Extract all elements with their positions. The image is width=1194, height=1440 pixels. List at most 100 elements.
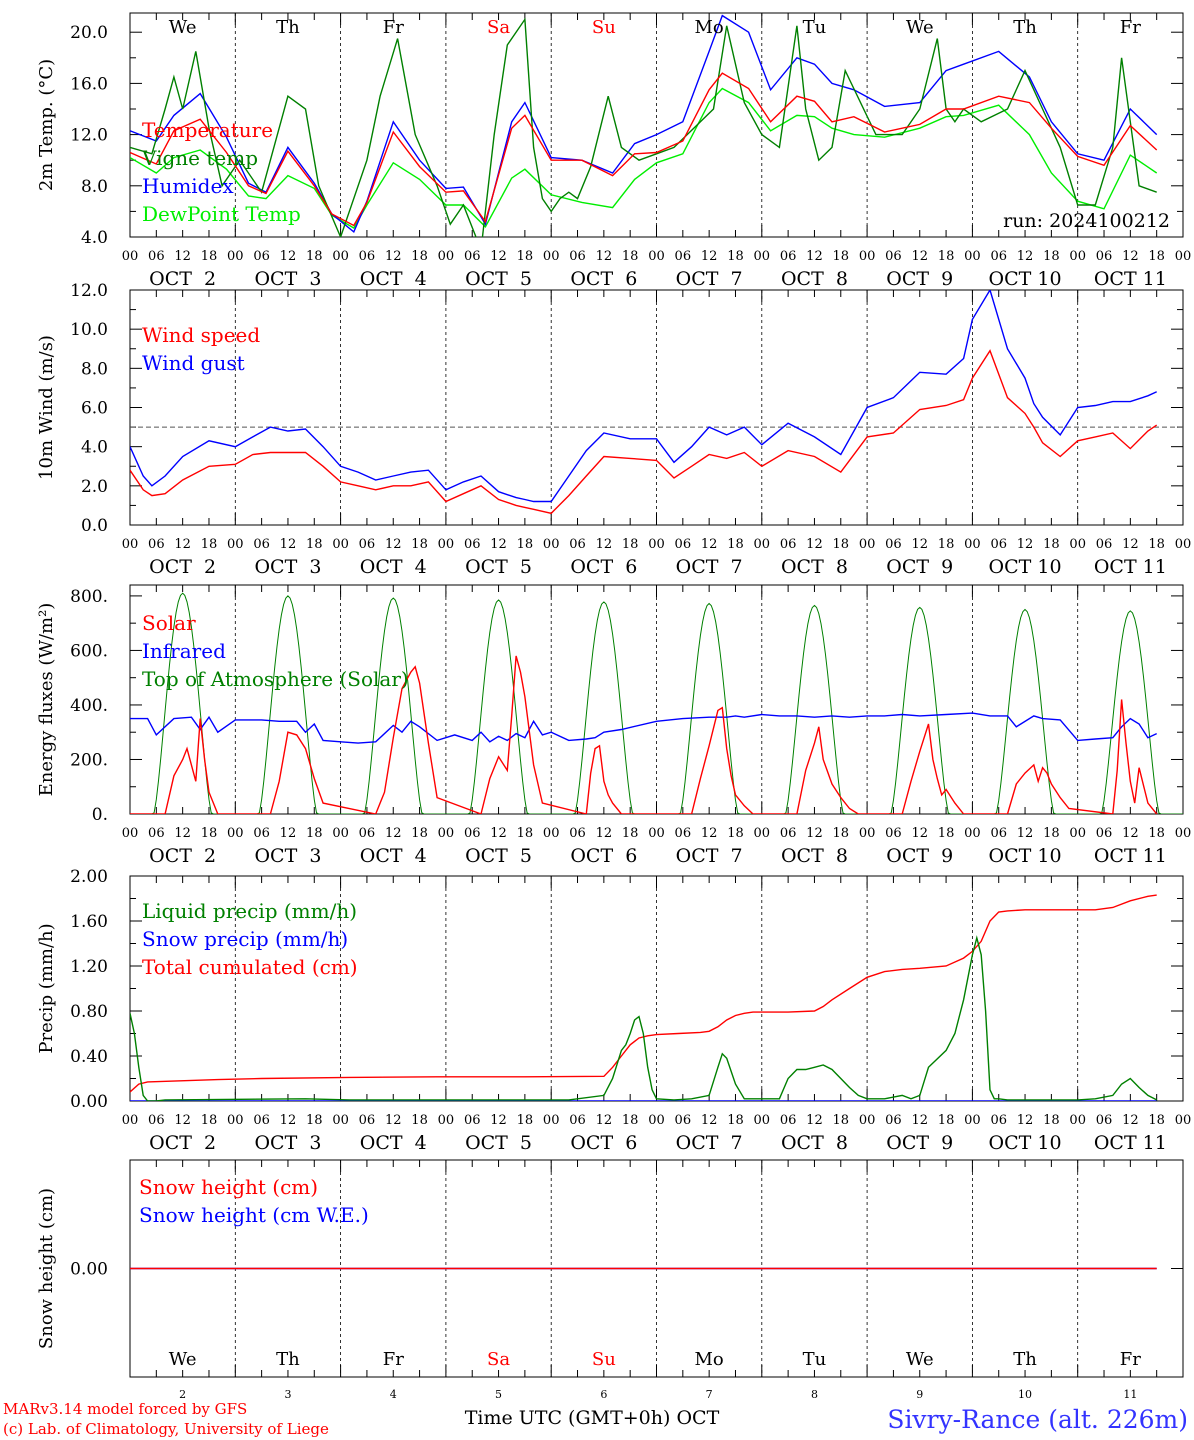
hour-label: 00 bbox=[648, 826, 665, 841]
hour-label: 18 bbox=[1043, 826, 1060, 841]
hour-label: 12 bbox=[385, 1113, 402, 1128]
hour-label: 12 bbox=[596, 537, 613, 552]
hour-label: 12 bbox=[596, 826, 613, 841]
hour-label: 18 bbox=[833, 537, 850, 552]
date-label: OCT 7 bbox=[676, 1132, 743, 1154]
weekday-label: We bbox=[169, 17, 197, 38]
hour-label: 12 bbox=[911, 826, 928, 841]
date-label: OCT 10 bbox=[989, 556, 1062, 578]
legend-entry: Liquid precip (mm/h) bbox=[142, 899, 357, 923]
hour-label: 06 bbox=[148, 1113, 165, 1128]
hour-label: 12 bbox=[911, 249, 928, 264]
date-label: OCT 7 bbox=[676, 845, 743, 867]
hour-label: 12 bbox=[1122, 249, 1139, 264]
hour-label: 00 bbox=[438, 249, 455, 264]
hour-label: 06 bbox=[359, 826, 376, 841]
date-label: OCT 10 bbox=[989, 268, 1062, 290]
hour-label: 06 bbox=[464, 249, 481, 264]
legend-entry: Total cumulated (cm) bbox=[142, 955, 358, 979]
weekday-label: Tu bbox=[803, 1349, 827, 1370]
hour-label: 00 bbox=[1175, 826, 1192, 841]
hour-label: 18 bbox=[833, 249, 850, 264]
hour-label: 00 bbox=[227, 537, 244, 552]
legend-entry: Top of Atmosphere (Solar) bbox=[142, 667, 409, 691]
date-label: OCT 9 bbox=[886, 556, 953, 578]
hour-label: 00 bbox=[859, 249, 876, 264]
hour-label: 00 bbox=[648, 537, 665, 552]
hour-label: 06 bbox=[675, 537, 692, 552]
y-axis-label: 10m Wind (m/s) bbox=[36, 335, 57, 480]
date-label: OCT 9 bbox=[886, 268, 953, 290]
series-line bbox=[130, 655, 1158, 814]
legend-entry: Snow precip (mm/h) bbox=[142, 927, 348, 951]
legend-entry: Vigne temp bbox=[141, 146, 258, 170]
hour-label: 18 bbox=[201, 1113, 218, 1128]
hour-label: 00 bbox=[648, 249, 665, 264]
date-label: OCT 2 bbox=[149, 556, 216, 578]
hour-label: 00 bbox=[1175, 249, 1192, 264]
y-tick-label: 10.0 bbox=[70, 320, 108, 340]
hour-label: 12 bbox=[1017, 537, 1034, 552]
series-line bbox=[130, 87, 1158, 229]
y-tick-label: 1.60 bbox=[70, 912, 108, 932]
panel-1: 0.0 2.0 4.0 6.0 8.0 10.0 12.0 10m Wind (m/s) Win… bbox=[36, 281, 1191, 578]
hour-label: 12 bbox=[1122, 826, 1139, 841]
hour-label: 18 bbox=[938, 1113, 955, 1128]
hour-label: 00 bbox=[964, 1113, 981, 1128]
weekday-label: Th bbox=[1013, 1349, 1037, 1370]
y-tick-label: 4.0 bbox=[81, 438, 108, 458]
hour-label: 12 bbox=[1122, 1113, 1139, 1128]
weekday-label: Mo bbox=[695, 17, 724, 38]
hour-label: 00 bbox=[543, 1113, 560, 1128]
hour-label: 00 bbox=[543, 249, 560, 264]
date-label: OCT 11 bbox=[1094, 845, 1167, 867]
series-line-toa-solar bbox=[130, 592, 1183, 814]
hour-label: 00 bbox=[754, 826, 771, 841]
day-number-label: 6 bbox=[600, 1388, 607, 1401]
y-tick-label: 12.0 bbox=[70, 126, 108, 146]
hour-label: 00 bbox=[543, 537, 560, 552]
hour-label: 00 bbox=[859, 537, 876, 552]
hour-label: 06 bbox=[464, 826, 481, 841]
day-number-label: 5 bbox=[495, 1388, 502, 1401]
legend-entry: Infrared bbox=[142, 639, 226, 663]
weekday-label: We bbox=[906, 17, 934, 38]
panel-2: 0. 200. 400. 600. 800. Energy fluxes (W/m²) So… bbox=[36, 584, 1192, 867]
hour-label: 18 bbox=[411, 537, 428, 552]
series-line bbox=[130, 349, 1158, 515]
hour-label: 12 bbox=[596, 249, 613, 264]
series-line bbox=[130, 14, 1158, 234]
date-label: OCT 2 bbox=[149, 845, 216, 867]
y-tick-label: 2.00 bbox=[70, 867, 108, 887]
hour-label: 12 bbox=[806, 249, 823, 264]
hour-label: 06 bbox=[990, 1113, 1007, 1128]
hour-label: 00 bbox=[859, 826, 876, 841]
y-tick-label: 0.40 bbox=[70, 1047, 108, 1067]
date-label: OCT 6 bbox=[570, 268, 637, 290]
y-tick-label: 200. bbox=[70, 750, 108, 770]
hour-label: 00 bbox=[332, 537, 349, 552]
day-number-label: 3 bbox=[284, 1388, 291, 1401]
hour-label: 18 bbox=[727, 1113, 744, 1128]
legend-entry: Snow height (cm W.E.) bbox=[139, 1203, 369, 1227]
date-label: OCT 6 bbox=[570, 556, 637, 578]
time-axis-label: Time UTC (GMT+0h) OCT bbox=[465, 1407, 720, 1429]
weekday-label: Su bbox=[592, 17, 616, 38]
hour-label: 06 bbox=[464, 537, 481, 552]
date-label: OCT 6 bbox=[570, 1132, 637, 1154]
hour-label: 00 bbox=[332, 826, 349, 841]
hour-label: 18 bbox=[622, 537, 639, 552]
panel-0: 4.0 8.0 12.0 16.0 20.0 2m Temp. (°C) Temperatu… bbox=[36, 12, 1192, 290]
hour-label: 12 bbox=[806, 826, 823, 841]
weekday-label: Fr bbox=[1120, 17, 1141, 38]
series-line bbox=[130, 894, 1157, 1093]
day-number-label: 11 bbox=[1123, 1388, 1137, 1401]
date-label: OCT 4 bbox=[360, 1132, 427, 1154]
hour-label: 06 bbox=[359, 1113, 376, 1128]
hour-label: 06 bbox=[253, 249, 270, 264]
date-label: OCT 3 bbox=[254, 268, 321, 290]
hour-label: 12 bbox=[1017, 826, 1034, 841]
hour-label: 12 bbox=[490, 826, 507, 841]
date-label: OCT 11 bbox=[1094, 268, 1167, 290]
model-credit: MARv3.14 model forced by GFS bbox=[3, 1400, 247, 1418]
